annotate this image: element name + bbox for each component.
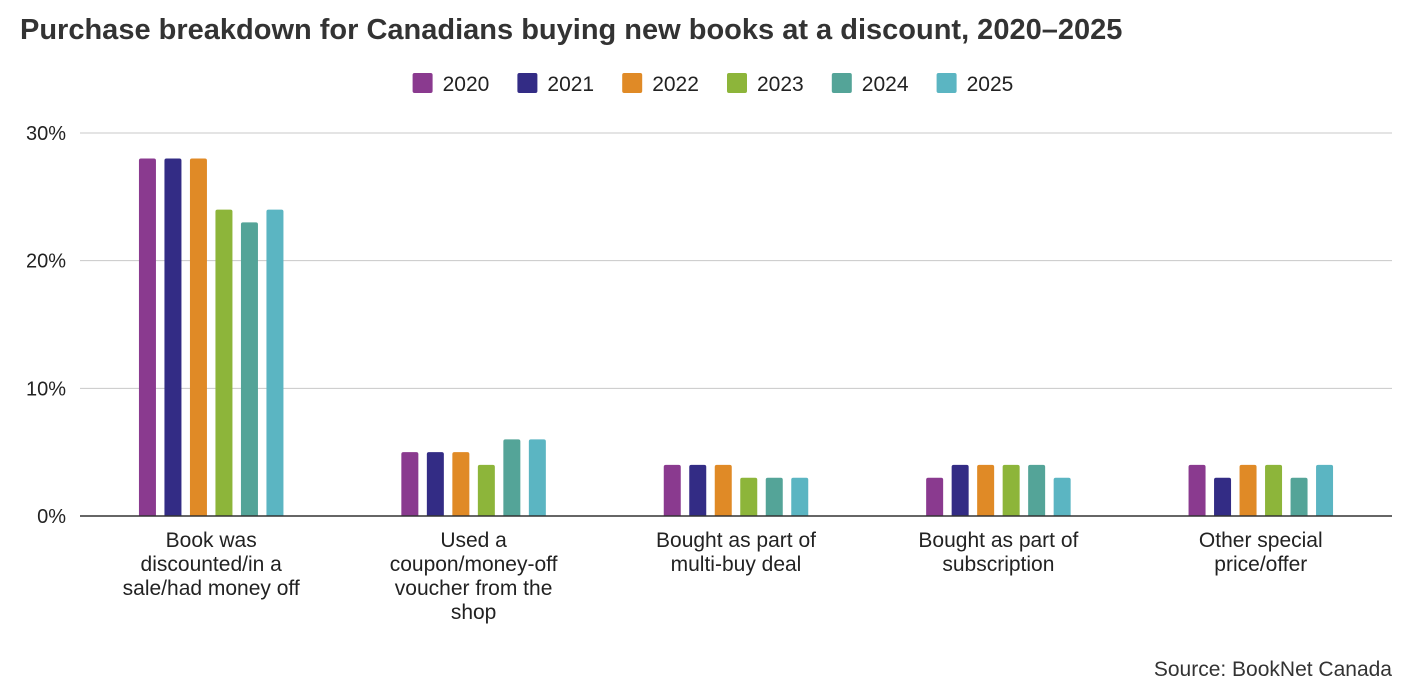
y-tick-label: 30% bbox=[26, 123, 66, 145]
bar-2021-cat-0 bbox=[164, 158, 182, 517]
legend-item-2023: 2023 bbox=[727, 73, 804, 96]
gridlines bbox=[80, 132, 1392, 389]
legend-label: 2020 bbox=[443, 73, 490, 96]
y-tick-label: 10% bbox=[26, 378, 66, 400]
bar-2025-cat-4 bbox=[1316, 464, 1334, 516]
category-label-line: discounted/in a bbox=[141, 553, 283, 576]
legend-swatch bbox=[831, 73, 852, 93]
bar-2021-cat-4 bbox=[1214, 477, 1232, 516]
y-tick-label: 20% bbox=[26, 251, 66, 273]
legend-swatch bbox=[517, 73, 538, 93]
bar-2022-cat-3 bbox=[977, 464, 995, 516]
legend-item-2022: 2022 bbox=[622, 73, 699, 96]
bars bbox=[138, 158, 1334, 517]
bar-2025-cat-0 bbox=[266, 209, 284, 516]
bar-2025-cat-3 bbox=[1053, 477, 1071, 516]
bar-2020-cat-3 bbox=[926, 477, 944, 516]
bar-2020-cat-2 bbox=[663, 464, 681, 516]
legend-label: 2024 bbox=[862, 73, 909, 96]
legend-item-2025: 2025 bbox=[936, 73, 1014, 96]
category-label-line: Bought as part of bbox=[656, 529, 816, 552]
bar-2024-cat-0 bbox=[240, 222, 258, 516]
y-axis: 0% 10% 20% 30% bbox=[26, 123, 66, 528]
legend: 2020 2021 2022 2023 2024 2025 bbox=[412, 73, 1014, 96]
bar-2021-cat-2 bbox=[689, 464, 707, 516]
bar-2025-cat-2 bbox=[791, 477, 809, 516]
bar-2021-cat-3 bbox=[951, 464, 969, 516]
legend-item-2021: 2021 bbox=[517, 73, 594, 96]
category-label-line: Other special bbox=[1199, 529, 1323, 552]
bar-2023-cat-0 bbox=[215, 209, 233, 516]
category-label-line: Bought as part of bbox=[918, 529, 1078, 552]
category-label-line: coupon/money-off bbox=[390, 553, 558, 576]
category-label-line: sale/had money off bbox=[123, 577, 300, 600]
bar-2024-cat-4 bbox=[1290, 477, 1308, 516]
category-label-line: Used a bbox=[440, 529, 507, 552]
legend-label: 2023 bbox=[757, 73, 804, 96]
bar-2024-cat-2 bbox=[765, 477, 783, 516]
bar-2022-cat-2 bbox=[714, 464, 732, 516]
legend-swatch bbox=[936, 73, 957, 93]
category-label-line: subscription bbox=[942, 553, 1054, 576]
bar-2025-cat-1 bbox=[528, 439, 546, 516]
bar-2024-cat-3 bbox=[1028, 464, 1046, 516]
category-label-line: shop bbox=[451, 601, 497, 624]
bar-2023-cat-1 bbox=[477, 464, 495, 516]
bar-2023-cat-3 bbox=[1002, 464, 1020, 516]
bar-2023-cat-4 bbox=[1265, 464, 1283, 516]
bar-2022-cat-0 bbox=[189, 158, 207, 517]
legend-swatch bbox=[412, 73, 433, 93]
bar-2022-cat-1 bbox=[452, 452, 470, 516]
bar-2022-cat-4 bbox=[1239, 464, 1257, 516]
legend-label: 2021 bbox=[547, 73, 594, 96]
legend-label: 2022 bbox=[652, 73, 699, 96]
category-label-line: voucher from the bbox=[395, 577, 553, 600]
category-label-line: price/offer bbox=[1214, 553, 1307, 576]
legend-label: 2025 bbox=[967, 73, 1014, 96]
source-note: Source: BookNet Canada bbox=[1153, 658, 1392, 681]
chart-title: Purchase breakdown for Canadians buying … bbox=[20, 14, 1123, 46]
bar-2023-cat-2 bbox=[740, 477, 758, 516]
bar-2020-cat-4 bbox=[1188, 464, 1206, 516]
category-label-line: multi-buy deal bbox=[671, 553, 802, 576]
bar-2021-cat-1 bbox=[426, 452, 444, 516]
legend-item-2020: 2020 bbox=[412, 73, 490, 96]
bar-2024-cat-1 bbox=[503, 439, 521, 516]
legend-swatch bbox=[727, 73, 747, 93]
y-tick-label: 0% bbox=[37, 506, 66, 528]
legend-swatch bbox=[622, 73, 643, 93]
legend-item-2024: 2024 bbox=[831, 73, 909, 96]
bar-2020-cat-0 bbox=[138, 158, 156, 517]
bar-2020-cat-1 bbox=[401, 452, 419, 516]
category-label-line: Book was bbox=[166, 529, 257, 552]
